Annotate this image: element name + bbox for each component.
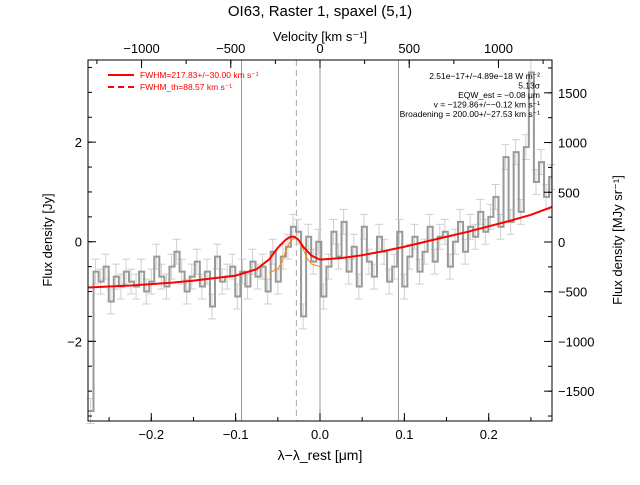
annotation-text: 5.13σ [518, 81, 541, 91]
data-series [86, 59, 556, 424]
x-tick-label: −0.1 [223, 427, 249, 442]
legend-label: FWHM_th=88.57 km s⁻¹ [140, 82, 232, 92]
top-x-tick-label: 1000 [484, 41, 513, 56]
chart-title: OI63, Raster 1, spaxel (5,1) [228, 3, 412, 20]
right-y-tick-label: 1000 [558, 136, 587, 151]
top-x-axis-label: Velocity [km s⁻¹] [273, 29, 367, 44]
right-y-tick-label: −1000 [558, 334, 595, 349]
annotation-text: v = −129.86+/−−0.12 km s⁻¹ [434, 100, 540, 110]
right-y-tick-label: 500 [558, 185, 580, 200]
y-axis-label: Flux density [Jy] [40, 193, 55, 286]
top-x-tick-label: 500 [398, 41, 420, 56]
axes: −0.2 −0.1 0.0 0.1 0.2 −2 0 2 −1000 −500 0 500 1000 −1… [67, 41, 594, 442]
annotation-text: Broadening = 200.00+/−27.53 km s⁻¹ [400, 109, 541, 119]
annotation-text: 2.51e−17+/−4.89e−18 W m⁻² [429, 71, 540, 81]
right-y-axis-label: Flux density [MJy sr⁻¹] [610, 175, 625, 305]
x-tick-label: 0.2 [480, 427, 498, 442]
y-tick-label: 0 [75, 235, 82, 250]
vertical-reference-lines [241, 60, 399, 421]
top-x-tick-label: −1000 [123, 41, 160, 56]
right-y-tick-label: 0 [558, 235, 565, 250]
x-axis-label: λ−λ_rest [μm] [278, 447, 363, 463]
fit-line [87, 205, 553, 289]
x-tick-label: −0.2 [138, 427, 164, 442]
annotation-text: EQW_est = −0.08 μm [458, 90, 540, 100]
y-tick-label: 2 [75, 135, 82, 150]
spectrum-line [88, 71, 552, 413]
y-tick-label: −2 [67, 334, 82, 349]
x-tick-label: 0.0 [311, 427, 329, 442]
legend-label: FWHM=217.83+/−30.00 km s⁻¹ [140, 70, 259, 80]
right-y-tick-label: −500 [558, 285, 587, 300]
top-x-tick-label: 0 [316, 41, 323, 56]
legend: FWHM=217.83+/−30.00 km s⁻¹ FWHM_th=88.57 … [108, 70, 259, 92]
x-tick-label: 0.1 [395, 427, 413, 442]
right-y-tick-label: −1500 [558, 384, 595, 399]
top-x-tick-label: −500 [216, 41, 245, 56]
right-y-tick-label: 1500 [558, 86, 587, 101]
